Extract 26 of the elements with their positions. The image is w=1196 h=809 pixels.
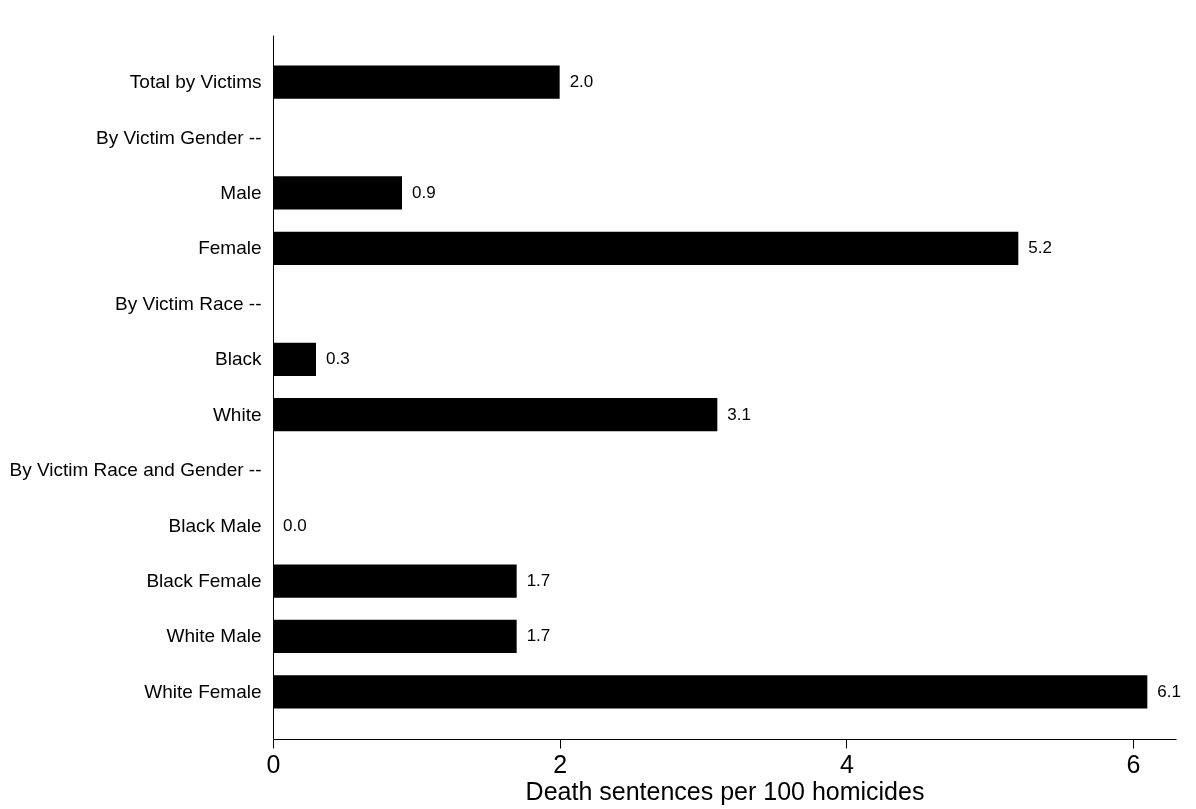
data-label: 1.7 xyxy=(526,571,551,591)
x-tick-label: 2 xyxy=(553,749,568,778)
data-label: 1.7 xyxy=(526,626,551,646)
y-tick-label: Black Male xyxy=(168,514,262,536)
data-label: 0.3 xyxy=(326,349,350,369)
y-tick-label: Black xyxy=(215,348,262,370)
y-tick-label: White xyxy=(212,403,262,425)
y-tick-label: Male xyxy=(220,181,262,203)
y-tick-label: By Victim Race and Gender -- xyxy=(9,459,262,481)
y-tick-label: White Female xyxy=(144,680,262,702)
data-label: 2.0 xyxy=(569,72,594,92)
data-label: 6.1 xyxy=(1157,681,1181,701)
y-tick-label: By Victim Gender -- xyxy=(96,126,262,148)
data-label: 3.1 xyxy=(727,404,751,424)
y-tick-label: White Male xyxy=(166,625,262,647)
y-tick-label: Female xyxy=(198,237,262,259)
data-label: 0.9 xyxy=(412,182,436,202)
x-tick-label: 6 xyxy=(1126,749,1141,778)
data-label: 0.0 xyxy=(283,515,307,535)
x-axis-title: Death sentences per 100 homicides xyxy=(525,776,925,805)
y-tick-label: By Victim Race -- xyxy=(115,292,262,314)
y-tick-label: Black Female xyxy=(146,570,262,592)
y-tick-label: Total by Victims xyxy=(129,71,262,93)
x-tick-label: 4 xyxy=(839,749,854,778)
data-label: 5.2 xyxy=(1028,238,1052,258)
x-tick-label: 0 xyxy=(266,749,281,778)
